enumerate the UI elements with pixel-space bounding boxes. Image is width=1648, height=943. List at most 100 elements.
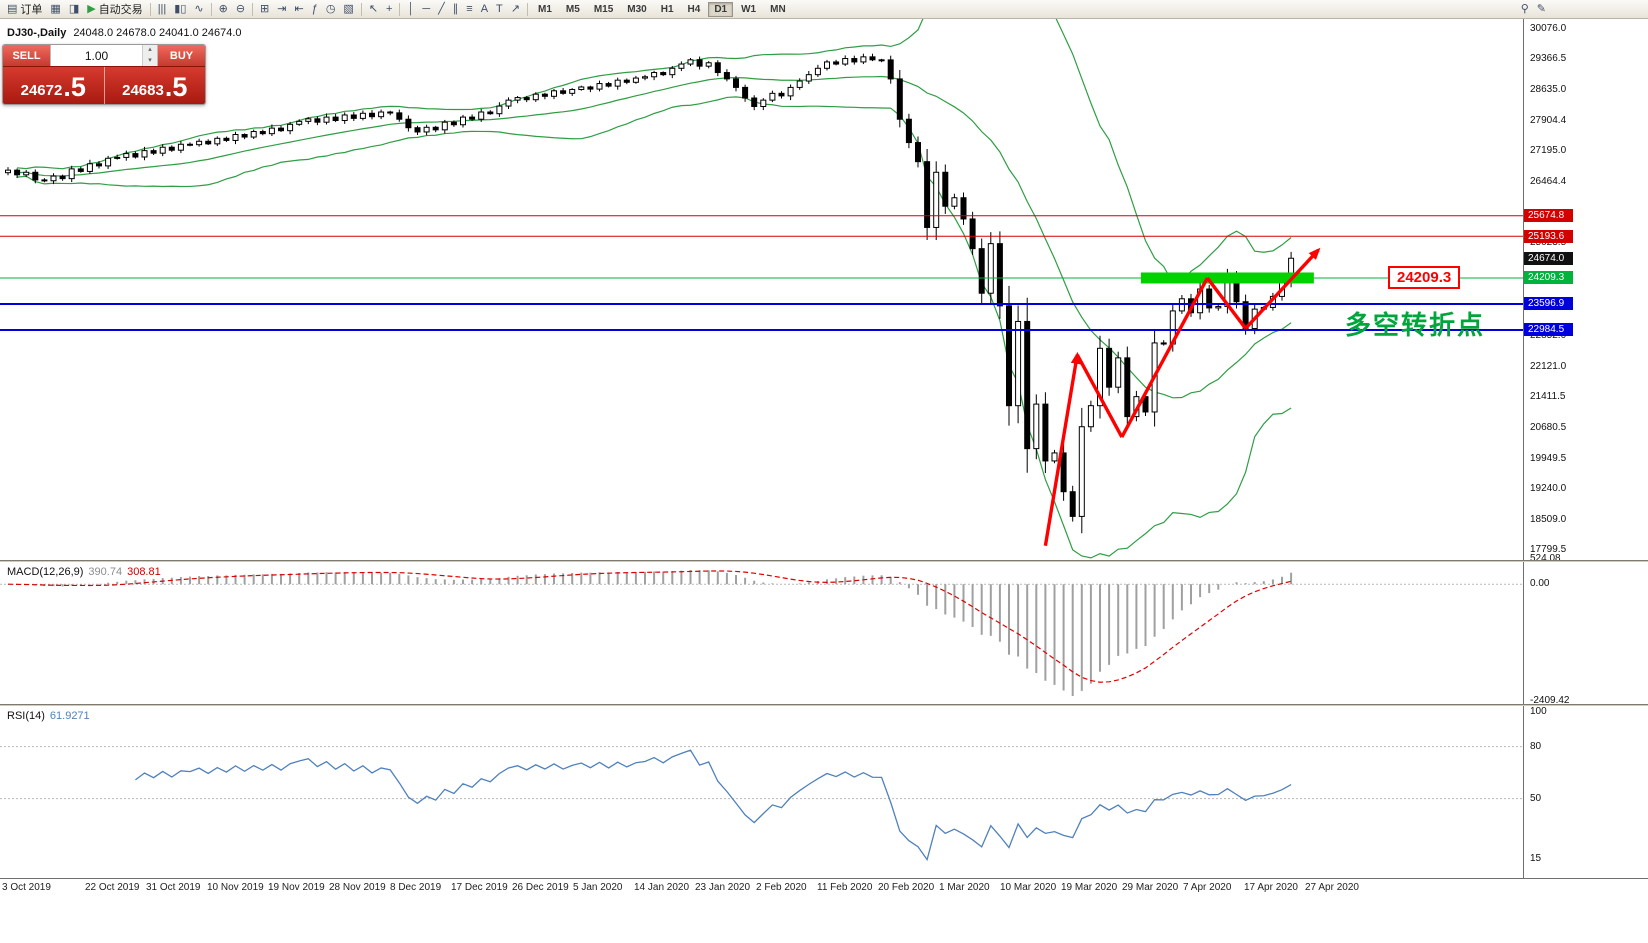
macd-canvas[interactable] <box>0 562 1523 704</box>
line-chart-icon: ∿ <box>194 2 204 15</box>
timeframe-button-d1[interactable]: D1 <box>708 1 734 17</box>
trend-arrow-segment-5[interactable] <box>1244 247 1321 330</box>
timeframe-button-m15[interactable]: M15 <box>593 3 614 15</box>
date-label: 23 Jan 2020 <box>695 882 751 893</box>
timeframe-button-mn[interactable]: MN <box>770 3 786 15</box>
trend-arrow-segment-2[interactable] <box>1075 353 1124 438</box>
buy-price-pips: .5 <box>164 72 188 102</box>
auto-scroll-button[interactable]: ⇥ <box>273 1 290 18</box>
channel-button[interactable]: ∥ <box>449 1 463 18</box>
price-line-label: 24209.3 <box>1524 271 1573 285</box>
label-icon: T <box>496 2 503 15</box>
auto-trading-button[interactable]: ▶ 自动交易 <box>83 1 146 18</box>
macd-axis[interactable]: 524.08 0.00 -2409.42 <box>1523 553 1648 706</box>
support-zone-rectangle[interactable] <box>1140 272 1314 284</box>
quick-edit-button[interactable]: ✎ <box>1533 1 1550 18</box>
timeframe-button-m5[interactable]: M5 <box>565 3 580 15</box>
sell-button[interactable]: SELL <box>3 45 50 66</box>
volume-spinner[interactable]: ▴ ▾ <box>142 45 157 66</box>
new-order-icon: ▤ <box>7 2 18 15</box>
line-chart-button[interactable]: ∿ <box>190 1 207 18</box>
trend-arrow-segment-1[interactable] <box>1043 351 1081 547</box>
horizontal-line-button[interactable]: ─ <box>418 1 434 18</box>
date-label: 11 Feb 2020 <box>817 882 873 893</box>
arrows-tool-button[interactable]: ↗ <box>507 1 524 18</box>
crosshair-button[interactable]: + <box>382 1 396 18</box>
cursor-button[interactable]: ↖ <box>365 1 382 18</box>
timeframe-button-h4[interactable]: H4 <box>687 3 701 15</box>
price-tick-label: 30076.0 <box>1530 23 1567 34</box>
bollinger-middle-band <box>17 75 1292 399</box>
rsi-canvas[interactable] <box>0 706 1523 878</box>
spinner-down-icon[interactable]: ▾ <box>143 55 157 66</box>
candlesticks <box>5 53 1295 534</box>
toolbar-separator <box>399 2 401 16</box>
price-line-label: 25674.8 <box>1524 209 1573 223</box>
pane-splitter-macd[interactable] <box>0 560 1648 562</box>
templates-button[interactable]: ▧ <box>339 1 357 18</box>
timeframe-button-h1[interactable]: H1 <box>660 3 674 15</box>
price-tick-label: 19949.5 <box>1530 452 1567 464</box>
rsi-axis-label: 100 <box>1530 706 1547 717</box>
chart-shift-button[interactable]: ⇤ <box>290 1 307 18</box>
buy-price-button[interactable]: 24683.5 <box>105 67 206 104</box>
auto-scroll-icon: ⇥ <box>277 2 287 15</box>
buy-button[interactable]: BUY <box>158 45 205 66</box>
trend-arrow-segment-3[interactable] <box>1120 277 1209 438</box>
sell-price-main: 24672 <box>20 82 63 99</box>
zoom-in-button[interactable]: ⊕ <box>215 1 232 18</box>
rsi-line <box>135 749 1292 862</box>
text-button[interactable]: A <box>477 1 492 18</box>
macd-label: MACD(12,26,9) 390.74 308.81 <box>7 566 166 578</box>
chart-ohlc-values: 24048.0 24678.0 24041.0 24674.0 <box>73 27 242 39</box>
price-line-label: 23596.9 <box>1524 297 1573 311</box>
macd-axis-label: 0.00 <box>1530 578 1550 590</box>
template-icon: ▧ <box>343 2 354 15</box>
annotation-text[interactable]: 多空转折点 <box>1345 310 1486 340</box>
bar-chart-button[interactable]: ||| <box>154 1 171 18</box>
price-line-label: 24674.0 <box>1524 251 1573 265</box>
vertical-line-button[interactable]: │ <box>403 1 418 18</box>
candlestick-chart-button[interactable]: ▮▯ <box>170 1 190 18</box>
tile-windows-button[interactable]: ⊞ <box>256 1 273 18</box>
toolbar-items: ▤ 订单 ▦ ◨ ▶ 自动交易 ||| ▮▯ ∿ ⊕ ⊖ ⊞ ⇥ ⇤ ƒ ◷ ▧ ↖ + │ ─ ╱ ∥ ≡ A T ↗ <box>3 0 531 18</box>
symbol-search-button[interactable]: ⚲ <box>1517 1 1533 18</box>
fibonacci-button[interactable]: ≡ <box>462 1 476 18</box>
data-window-icon: ◨ <box>68 2 80 15</box>
chart-shift-icon: ⇤ <box>294 2 304 15</box>
price-callout-label[interactable]: 24209.3 <box>1388 266 1461 289</box>
indicators-button[interactable]: ƒ <box>308 1 322 18</box>
rsi-axis-label: 80 <box>1530 740 1542 752</box>
pane-splitter-rsi[interactable] <box>0 704 1648 706</box>
timeframe-button-m1[interactable]: M1 <box>538 3 552 15</box>
macd-main-value: 390.74 <box>88 566 123 578</box>
rsi-axis[interactable]: 100 80 50 15 <box>1523 706 1648 878</box>
timeframe-button-m30[interactable]: M30 <box>627 3 647 15</box>
price-tick-label: 17799.5 <box>1530 544 1567 555</box>
trend-arrow-segment-4[interactable] <box>1206 276 1247 330</box>
macd-histogram <box>16 570 1293 696</box>
toolbar-separator <box>527 2 528 16</box>
time-axis[interactable]: 3 Oct 2019 22 Oct 2019 31 Oct 2019 10 Nov 2… <box>0 878 1648 896</box>
price-axis[interactable]: 30076.0 29366.5 28635.0 27904.4 27195.0 26464… <box>1523 19 1648 560</box>
sell-price-button[interactable]: 24672.5 <box>3 67 104 104</box>
timeframe-button-w1[interactable]: W1 <box>741 3 757 15</box>
price-tick-label: 20680.5 <box>1530 421 1567 433</box>
label-button[interactable]: T <box>492 1 507 18</box>
new-order-button[interactable]: ▤ 订单 <box>3 1 46 18</box>
spinner-up-icon[interactable]: ▴ <box>143 45 157 56</box>
price-chart-canvas[interactable] <box>0 19 1523 560</box>
date-label: 3 Oct 2019 <box>2 882 51 893</box>
charts-grid-button[interactable]: ▦ <box>46 1 64 18</box>
trendline-button[interactable]: ╱ <box>434 1 449 18</box>
data-window-button[interactable]: ◨ <box>65 1 83 18</box>
bollinger-upper-band <box>17 19 1292 284</box>
sell-price-pips: .5 <box>63 72 86 102</box>
volume-value[interactable]: 1.00 <box>84 48 109 63</box>
volume-field[interactable]: 1.00 ▴ ▾ <box>50 45 158 66</box>
periods-button[interactable]: ◷ <box>322 1 340 18</box>
zoom-out-button[interactable]: ⊖ <box>232 1 249 18</box>
indicators-icon: ƒ <box>311 2 318 15</box>
price-line-label: 25193.6 <box>1524 229 1573 243</box>
